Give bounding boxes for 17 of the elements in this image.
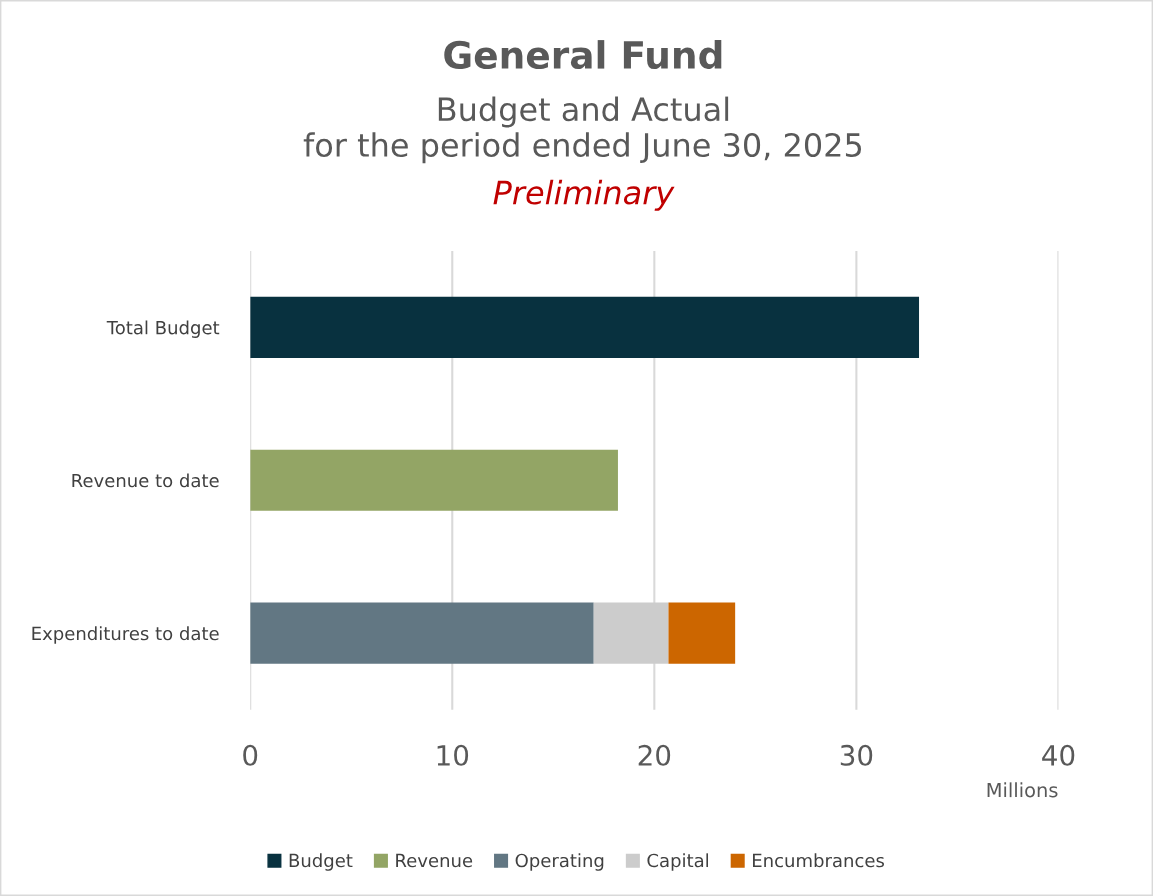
y-tick-label: Revenue to date xyxy=(72,473,219,488)
y-tick-label: Total Budget xyxy=(106,320,220,338)
legend-label: Budget xyxy=(289,853,353,871)
x-axis-title: Millions xyxy=(987,782,1058,798)
chart-title: General Fund xyxy=(444,40,722,70)
y-tick-label: Expenditures to date xyxy=(32,626,219,644)
legend-label: Encumbrances xyxy=(753,853,885,868)
x-tick-label: 40 xyxy=(1042,744,1075,766)
x-tick-label: 0 xyxy=(243,744,258,766)
x-tick-label: 10 xyxy=(437,744,469,766)
x-tick-label: 20 xyxy=(638,744,671,766)
legend-label: Operating xyxy=(515,853,604,871)
x-tick-label: 30 xyxy=(840,744,873,766)
legend-label: Capital xyxy=(647,853,709,871)
text: Preliminary xyxy=(493,179,675,211)
chart-subtitle: Budget and Actual for the period ended June 30, 2025 xyxy=(303,96,862,164)
legend-label: Revenue xyxy=(396,853,473,868)
